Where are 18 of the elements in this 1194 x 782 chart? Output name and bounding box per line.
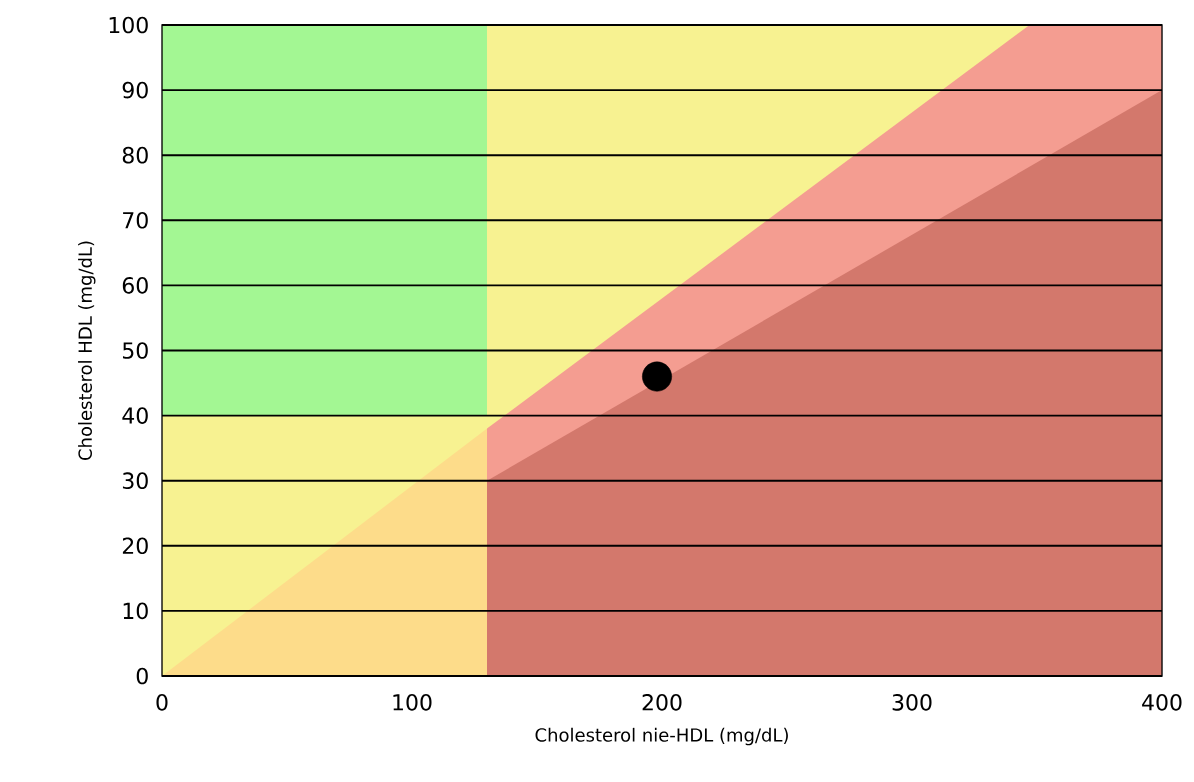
y-tick-label: 20 bbox=[122, 537, 148, 555]
x-tick-label: 300 bbox=[892, 694, 932, 711]
y-tick-label: 50 bbox=[122, 342, 148, 359]
y-tick-label: 10 bbox=[123, 602, 148, 620]
y-tick-label: 0 bbox=[136, 667, 148, 685]
y-tick-label: 90 bbox=[122, 81, 148, 99]
x-axis-title: Cholesterol nie-HDL (mg/dL) bbox=[535, 727, 788, 746]
y-tick-label: 70 bbox=[123, 211, 148, 229]
y-axis-title: Cholesterol HDL (mg/dL) bbox=[78, 241, 96, 460]
y-tick-label: 60 bbox=[122, 277, 148, 294]
y-tick-label: 40 bbox=[122, 407, 148, 424]
y-tick-label: 80 bbox=[122, 146, 148, 164]
y-tick-label: 30 bbox=[122, 472, 148, 490]
y-tick-label: 100 bbox=[109, 16, 148, 34]
x-tick-label: 200 bbox=[642, 694, 682, 711]
x-tick-label: 400 bbox=[1142, 694, 1182, 711]
x-tick-label: 0 bbox=[156, 694, 168, 711]
x-tick-label: 100 bbox=[393, 694, 432, 711]
